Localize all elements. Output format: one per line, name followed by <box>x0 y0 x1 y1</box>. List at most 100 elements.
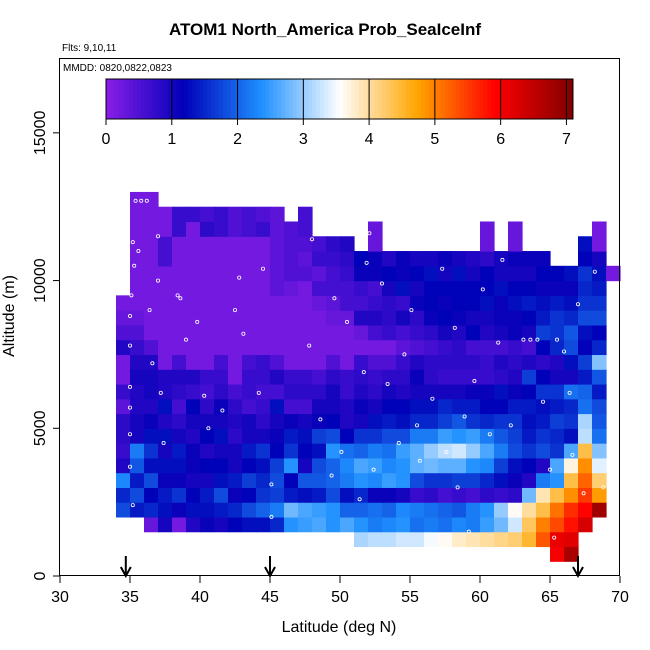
heatmap-cell <box>466 531 481 548</box>
heatmap-cell <box>144 516 159 533</box>
heatmap-cell <box>424 516 439 533</box>
heatmap-cell <box>382 502 397 518</box>
heatmap-cell <box>438 324 453 341</box>
heatmap-cell <box>228 457 243 474</box>
heatmap-cell <box>480 295 495 311</box>
colorbar-segment <box>362 79 368 119</box>
heatmap-cell <box>354 413 369 429</box>
heatmap-cell <box>494 413 509 429</box>
heatmap-cell <box>340 339 355 356</box>
heatmap-cell <box>172 206 187 223</box>
heatmap-cell <box>116 398 131 415</box>
heatmap-cell <box>130 369 145 385</box>
heatmap-cell <box>144 487 159 503</box>
heatmap-cell <box>130 443 145 459</box>
heatmap-cell <box>284 457 299 474</box>
heatmap-cell <box>270 398 285 415</box>
colorbar-segment <box>464 79 469 119</box>
heatmap-cell <box>256 206 271 223</box>
heatmap-cell <box>578 236 593 252</box>
colorbar-segment <box>176 79 181 119</box>
heatmap-cell <box>200 324 215 341</box>
heatmap-cell <box>354 472 369 488</box>
heatmap-cell <box>494 472 509 488</box>
heatmap-cell <box>508 413 523 429</box>
colorbar-segment <box>339 79 344 119</box>
heatmap-cell <box>158 516 173 533</box>
heatmap-cell <box>424 339 439 356</box>
heatmap-cell <box>284 295 299 311</box>
heatmap-cell <box>228 428 243 444</box>
colorbar-segment <box>179 79 185 119</box>
heatmap-cell <box>578 369 593 385</box>
heatmap-cell <box>186 398 201 415</box>
heatmap-cell <box>410 531 425 548</box>
heatmap-cell <box>368 265 383 282</box>
heatmap-cell <box>200 472 215 488</box>
heatmap-cell <box>284 487 299 503</box>
heatmap-cell <box>228 236 243 252</box>
colorbar-segment <box>199 79 204 119</box>
heatmap-cell <box>270 383 285 400</box>
heatmap-cell <box>186 369 201 385</box>
sample-point <box>129 293 134 298</box>
heatmap-cell <box>354 265 369 282</box>
heatmap-cell <box>564 502 579 518</box>
heatmap-cell <box>326 413 341 429</box>
heatmap-cell <box>438 516 453 533</box>
heatmap-cell <box>522 280 537 296</box>
heatmap-cell <box>396 324 411 341</box>
heatmap-cell <box>438 398 453 415</box>
heatmap-cell <box>522 428 537 444</box>
heatmap-cell <box>186 265 201 282</box>
sample-point <box>155 278 160 283</box>
heatmap-cell <box>508 280 523 296</box>
heatmap-cell <box>452 443 467 459</box>
heatmap-cell <box>382 295 397 311</box>
heatmap-cell <box>354 516 369 533</box>
heatmap-cell <box>172 383 187 400</box>
heatmap-cell <box>186 502 201 518</box>
heatmap-cell <box>522 251 537 267</box>
heatmap-cell <box>508 324 523 341</box>
heatmap-cell <box>452 339 467 356</box>
heatmap-cell <box>536 310 551 326</box>
heatmap-cell <box>116 413 131 429</box>
heatmap-cell <box>354 280 369 296</box>
heatmap-cell <box>158 324 173 341</box>
heatmap-cell <box>144 310 159 326</box>
heatmap-cell <box>522 413 537 429</box>
heatmap-cells <box>116 191 621 562</box>
heatmap-cell <box>396 516 411 533</box>
heatmap-cell <box>214 398 229 415</box>
heatmap-cell <box>116 310 131 326</box>
heatmap-cell <box>186 251 201 267</box>
heatmap-cell <box>214 280 229 296</box>
heatmap-cell <box>242 516 257 533</box>
heatmap-cell <box>284 383 299 400</box>
heatmap-cell <box>172 413 187 429</box>
heatmap-cell <box>340 236 355 252</box>
colorbar-segment <box>141 79 146 119</box>
colorbar-segment <box>265 79 270 119</box>
heatmap-cell <box>382 251 397 267</box>
heatmap-cell <box>158 383 173 400</box>
heatmap-cell <box>438 251 453 267</box>
plot-frame <box>59 58 620 576</box>
heatmap-cell <box>214 206 229 223</box>
colorbar-segment <box>160 79 165 119</box>
colorbar-segment <box>530 79 535 119</box>
heatmap-cell <box>466 502 481 518</box>
heatmap-cell <box>270 265 285 282</box>
sample-point <box>269 482 274 487</box>
heatmap-cell <box>592 398 607 415</box>
colorbar-segment <box>483 79 488 119</box>
sample-point <box>269 514 274 519</box>
colorbar-segment <box>320 79 325 119</box>
heatmap-cell <box>466 339 481 356</box>
heatmap-cell <box>410 280 425 296</box>
heatmap-cell <box>410 443 425 459</box>
heatmap-cell <box>312 413 327 429</box>
heatmap-cell <box>522 369 537 385</box>
heatmap-cell <box>186 339 201 356</box>
